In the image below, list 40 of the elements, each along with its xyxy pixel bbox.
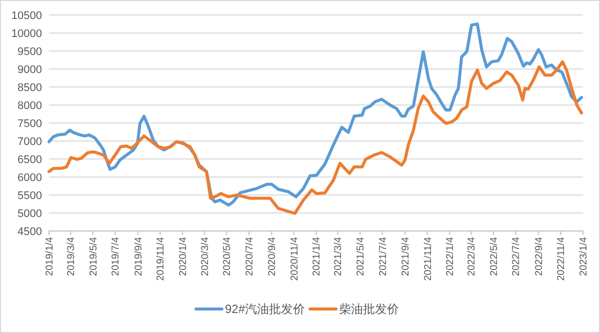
y-tick-label: 9000 (18, 64, 42, 76)
x-tick-label: 2021/9/4 (400, 236, 412, 276)
x-tick-label: 2022/1/4 (445, 236, 456, 276)
x-tick-label: 2020/11/4 (289, 236, 300, 281)
y-tick-label: 4500 (18, 226, 42, 238)
legend-label: 92#汽油批发价 (224, 302, 306, 316)
y-tick-label: 9500 (18, 46, 42, 58)
x-tick-label: 2022/7/4 (511, 236, 522, 276)
x-tick-label: 2020/3/4 (200, 236, 211, 276)
x-tick-label: 2022/3/4 (466, 236, 478, 276)
x-tick-label: 2019/7/4 (110, 236, 122, 276)
x-tick-label: 2019/9/4 (133, 236, 144, 276)
x-tick-label: 2020/1/4 (178, 236, 189, 276)
x-tick-label: 2022/9/4 (534, 236, 545, 276)
x-tick-label: 2020/9/4 (267, 236, 278, 276)
x-tick-label: 2023/1/4 (578, 236, 590, 276)
x-tick-label: 2021/11/4 (422, 236, 434, 281)
legend-label: 柴油批发价 (339, 302, 400, 316)
y-tick-label: 8000 (18, 100, 42, 112)
x-tick-label: 2021/7/4 (378, 236, 389, 276)
x-tick-label: 2019/3/4 (66, 236, 78, 276)
y-tick-label: 10500 (11, 10, 42, 22)
x-tick-label: 2021/3/4 (333, 236, 344, 276)
y-tick-label: 6500 (18, 154, 42, 166)
x-tick-label: 2019/1/4 (44, 236, 56, 276)
y-tick-label: 10000 (11, 28, 42, 40)
x-tick-label: 2019/11/4 (156, 236, 167, 281)
y-tick-label: 7000 (18, 136, 42, 148)
x-tick-label: 2021/5/4 (356, 236, 367, 276)
y-tick-label: 5000 (18, 208, 42, 220)
x-tick-label: 2020/5/4 (222, 236, 234, 276)
x-tick-label: 2019/5/4 (88, 236, 100, 276)
x-tick-label: 2021/1/4 (312, 236, 323, 276)
y-tick-label: 7500 (18, 118, 42, 130)
x-tick-label: 2020/7/4 (244, 236, 256, 276)
x-tick-label: 2022/5/4 (488, 236, 500, 276)
y-tick-label: 5500 (18, 190, 42, 202)
y-tick-label: 6000 (18, 172, 42, 184)
y-tick-label: 8500 (18, 82, 42, 94)
x-tick-label: 2022/11/4 (556, 236, 568, 281)
